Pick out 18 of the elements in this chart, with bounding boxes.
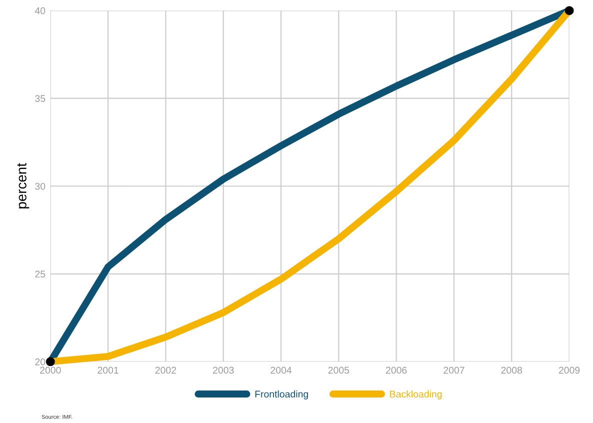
x-tick-label: 2008 bbox=[501, 366, 522, 374]
x-tick-label: 2001 bbox=[98, 366, 118, 374]
x-tick-label: 2000 bbox=[40, 366, 61, 374]
y-tick-label: 20 bbox=[35, 358, 46, 366]
y-tick-label: 35 bbox=[35, 95, 46, 102]
x-tick-label: 2003 bbox=[213, 366, 234, 374]
text: Backloading bbox=[390, 390, 442, 400]
y-tick-label: 30 bbox=[35, 182, 46, 190]
x-tick-label: 2005 bbox=[328, 366, 350, 374]
x-tick-label: 2002 bbox=[155, 366, 176, 374]
y-tick-label: 25 bbox=[35, 270, 46, 278]
x-tick-label: 2006 bbox=[386, 366, 407, 374]
y-tick-label: 40 bbox=[34, 7, 46, 14]
x-tick-label: 2007 bbox=[444, 366, 464, 374]
x-tick-label: 2009 bbox=[558, 366, 580, 374]
x-tick-label: 2004 bbox=[270, 366, 292, 374]
text: Frontloading bbox=[255, 390, 308, 400]
y-axis-title: percent bbox=[17, 163, 30, 208]
